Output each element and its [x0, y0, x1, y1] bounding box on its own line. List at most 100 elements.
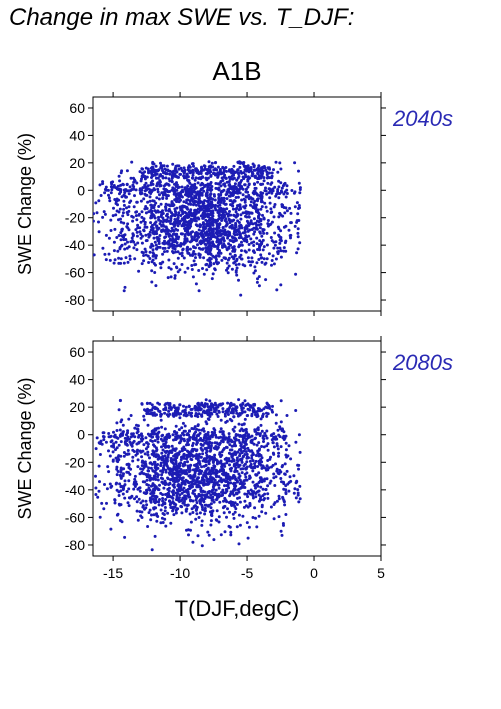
scatter-point [197, 492, 201, 496]
scatter-point [228, 510, 231, 514]
scatter-point [132, 439, 136, 443]
scatter-point [225, 419, 229, 423]
scatter-point [117, 490, 121, 494]
scatter-point [153, 534, 157, 538]
scatter-point [265, 464, 269, 468]
scatter-point [167, 203, 171, 207]
scatter-point [204, 482, 208, 486]
scatter-point [202, 222, 206, 226]
scatter-point [222, 207, 225, 211]
scatter-point [230, 171, 234, 175]
scatter-point [221, 430, 225, 434]
scatter-point [284, 195, 288, 199]
scatter-point [161, 477, 165, 481]
scatter-point [158, 193, 161, 197]
scatter-point [221, 216, 225, 220]
scatter-point [209, 407, 213, 411]
scatter-point [272, 205, 276, 209]
scatter-point [253, 462, 257, 466]
scatter-point [182, 456, 186, 460]
scatter-point [204, 246, 208, 250]
scatter-point [143, 247, 147, 251]
scatter-point [217, 261, 220, 265]
y-axis-title: SWE Change (%) [15, 377, 35, 519]
scatter-point [244, 190, 248, 194]
scatter-point [195, 413, 199, 417]
scatter-point [277, 215, 281, 219]
scatter-point [180, 449, 184, 453]
scatter-point [211, 477, 214, 481]
scatter-point [182, 490, 186, 494]
scatter-point [296, 493, 300, 497]
scatter-point [189, 528, 192, 532]
scatter-point [168, 482, 172, 486]
scatter-point [210, 430, 214, 434]
scatter-point [135, 248, 139, 252]
scatter-point [147, 469, 151, 473]
scatter-point [262, 434, 265, 438]
scatter-point [133, 477, 137, 481]
scatter-point [260, 166, 263, 170]
scatter-point [161, 448, 165, 452]
scatter-point [204, 398, 208, 402]
scatter-point [116, 184, 120, 188]
scatter-point [274, 413, 278, 417]
scatter-point [141, 175, 145, 179]
scatter-point [118, 398, 122, 402]
scatter-point [231, 512, 235, 516]
scatter-point [250, 221, 253, 225]
scatter-point [204, 237, 208, 241]
scatter-point [173, 430, 177, 433]
scatter-point [197, 289, 201, 293]
scatter-point [267, 252, 271, 256]
scatter-point [233, 442, 237, 446]
scatter-point [264, 405, 268, 409]
scatter-point [297, 204, 301, 207]
scatter-point [125, 463, 129, 466]
scatter-point [278, 192, 282, 195]
scatter-point [220, 213, 224, 217]
scatter-point [122, 454, 126, 458]
scatter-point [227, 256, 231, 260]
scatter-point [185, 172, 189, 176]
scatter-point [211, 403, 215, 407]
scatter-point [191, 491, 195, 495]
scatter-point [273, 203, 277, 206]
scatter-point [216, 247, 220, 251]
scatter-point [187, 411, 191, 415]
scatter-point [146, 473, 150, 477]
scatter-point [277, 227, 281, 231]
scatter-point [212, 538, 216, 542]
scatter-point [176, 270, 180, 274]
scatter-point [134, 453, 138, 457]
scatter-point [206, 431, 210, 434]
scatter-point [288, 475, 292, 479]
scatter-point [105, 501, 108, 505]
scatter-point [204, 218, 208, 222]
scatter-point [133, 194, 136, 198]
scatter-point [161, 497, 165, 500]
scatter-point [123, 479, 127, 483]
scatter-point [285, 209, 289, 213]
scatter-point [246, 168, 250, 172]
scatter-point [258, 432, 262, 436]
scatter-point [209, 448, 213, 452]
scatter-point [193, 190, 197, 194]
scatter-point [143, 460, 147, 464]
scatter-point [202, 201, 206, 205]
scatter-point [121, 474, 125, 478]
scatter-point [144, 499, 148, 503]
scatter-point [159, 164, 163, 168]
scatter-point [167, 246, 171, 250]
scatter-point [260, 205, 264, 209]
scatter-point [138, 489, 142, 493]
scatter-point [101, 215, 105, 219]
scatter-point [256, 177, 259, 180]
scatter-point [263, 201, 267, 205]
scatter-point [158, 222, 162, 226]
scatter-point [217, 212, 221, 216]
figure-title: Change in max SWE vs. T_DJF: [9, 4, 355, 31]
scatter-point [255, 280, 259, 284]
scatter-point [266, 175, 270, 179]
scatter-point [230, 267, 234, 271]
